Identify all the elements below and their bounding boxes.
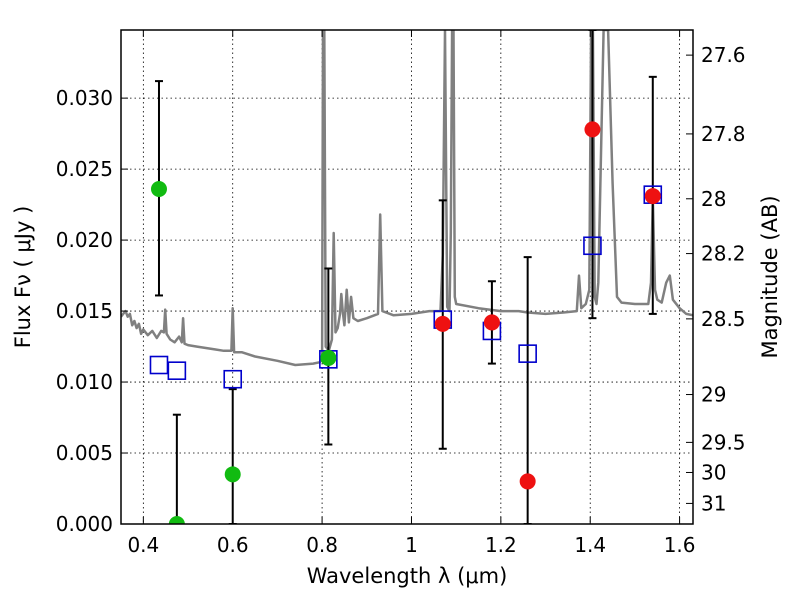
y-tick-label: 0.010 <box>56 370 113 394</box>
x-tick-label: 0.4 <box>127 533 159 557</box>
x-tick-label: 1.2 <box>485 533 517 557</box>
model-photometry-square <box>167 361 187 380</box>
nir-data-point <box>584 121 601 138</box>
magnitude-axis-ticks: 27.6 27.8 28 28.2 28.5 29 29.5 30 31 <box>686 43 746 515</box>
x-tick-label: 1.6 <box>664 533 696 557</box>
nir-data-point <box>483 314 500 331</box>
model-photometry-square <box>518 344 537 363</box>
y-axis-ticks: 0.000 0.005 0.010 0.015 0.020 0.025 0.030 <box>56 86 128 536</box>
x-tick-label: 0.8 <box>306 533 338 557</box>
y-tick-label: 0.000 <box>56 512 113 536</box>
right-axis-title: Magnitude (AB) <box>758 195 782 358</box>
plot-data <box>121 30 693 524</box>
nir-data-point <box>434 315 451 332</box>
magnitude-tick-label: 28.5 <box>701 307 746 331</box>
x-tick-label: 0.6 <box>217 533 249 557</box>
optical-data-point <box>150 180 167 197</box>
y-tick-label: 0.005 <box>56 441 113 465</box>
marker-layer <box>149 121 663 524</box>
magnitude-tick-label: 30 <box>701 460 726 484</box>
plot-frame <box>120 29 694 525</box>
model-photometry-square <box>149 355 169 375</box>
magnitude-tick-label: 28.2 <box>701 242 746 266</box>
optical-data-point <box>168 516 185 524</box>
y-tick-label: 0.025 <box>56 157 113 181</box>
x-tick-label: 1 <box>405 533 418 557</box>
model-photometry-square <box>223 369 243 389</box>
model-photometry-square <box>583 236 602 256</box>
y-tick-label: 0.030 <box>56 86 113 110</box>
magnitude-tick-label: 31 <box>701 491 726 515</box>
x-axis-title: Wavelength λ (μm) <box>307 564 508 588</box>
magnitude-tick-label: 27.8 <box>701 122 746 146</box>
x-tick-label: 1.4 <box>574 533 606 557</box>
nir-data-point <box>519 473 536 490</box>
y-tick-label: 0.020 <box>56 228 113 252</box>
y-tick-label: 0.015 <box>56 299 113 323</box>
nir-data-point <box>644 188 661 205</box>
magnitude-tick-label: 29 <box>701 383 726 407</box>
spectrum-layer <box>121 30 693 367</box>
x-axis-ticks: 0.4 0.6 0.8 1 1.2 1.4 1.6 <box>127 30 696 557</box>
magnitude-tick-label: 29.5 <box>701 430 746 454</box>
model-spectrum-line <box>121 30 693 367</box>
magnitude-tick-label: 27.6 <box>701 43 746 67</box>
y-axis-title: Flux Fν ( μJy ) <box>11 206 35 349</box>
magnitude-tick-label: 28 <box>701 187 726 211</box>
optical-data-point <box>224 466 241 483</box>
optical-data-point <box>320 349 337 366</box>
